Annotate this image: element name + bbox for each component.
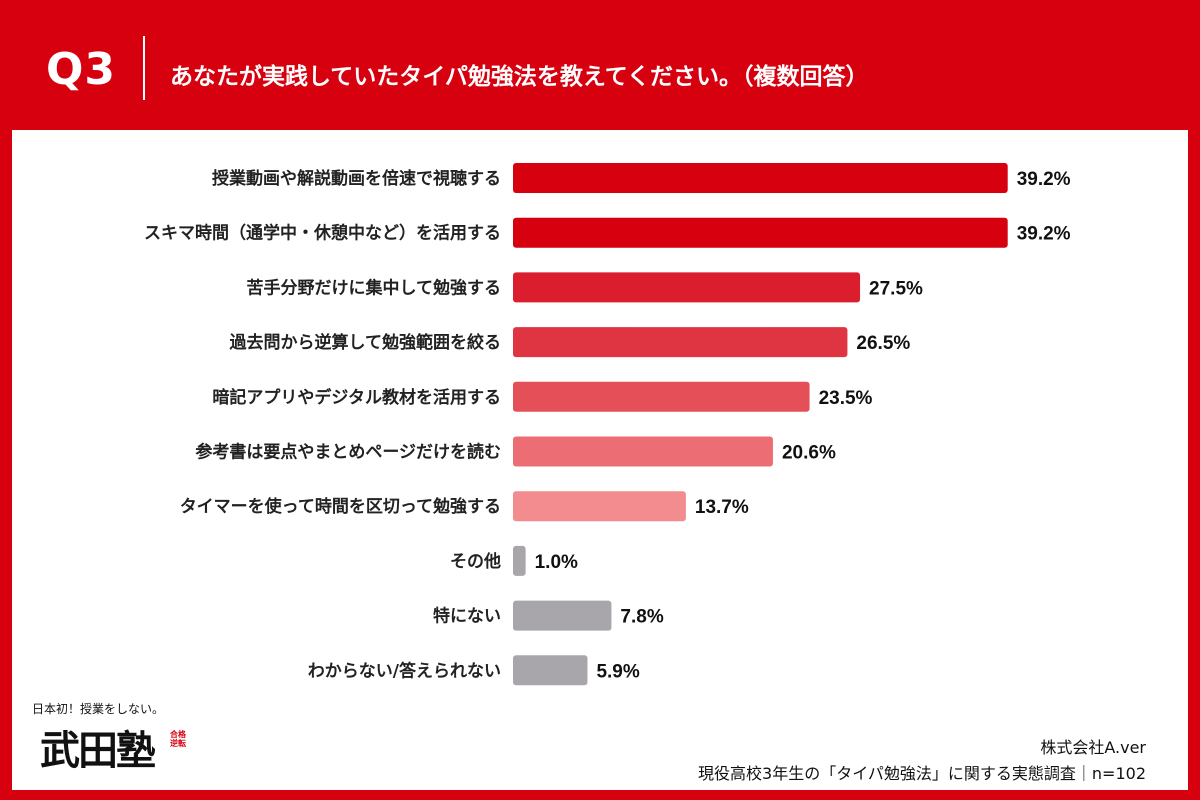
bar-chart: 授業動画や解説動画を倍速で視聴する 39.2% スキマ時間（通学中・休憩中など）を活…: [144, 163, 1071, 686]
bar: [513, 272, 861, 303]
value-label: 39.2%: [1017, 169, 1071, 190]
value-label: 23.5%: [819, 388, 873, 409]
category-label: 苦手分野だけに集中して勉強する: [247, 277, 502, 298]
bar: [513, 327, 848, 358]
value-label: 7.8%: [620, 607, 663, 628]
footer-company: 株式会社A.ver: [1040, 738, 1146, 757]
logo-name: 武田塾: [40, 727, 156, 774]
value-label: 5.9%: [596, 661, 639, 682]
value-label: 27.5%: [869, 278, 923, 299]
footer-source: 現役高校3年生の「タイパ勉強法」に関する実態調査｜n=102: [698, 764, 1146, 783]
takeda-juku-logo: 日本初！授業をしない。 武田塾 合格逆転: [32, 700, 202, 780]
bar: [513, 545, 526, 576]
bar: [513, 217, 1008, 248]
header-band: Q3 あなたが実践していたタイパ勉強法を教えてください。（複数回答）: [0, 0, 1200, 130]
category-label: 授業動画や解説動画を倍速で視聴する: [212, 168, 501, 189]
value-label: 13.7%: [695, 497, 749, 518]
question-number: Q3: [46, 44, 117, 95]
value-label: 26.5%: [856, 333, 910, 354]
chart-panel: 授業動画や解説動画を倍速で視聴する 39.2% スキマ時間（通学中・休憩中など）を活…: [12, 130, 1188, 790]
bar: [513, 600, 612, 631]
value-label: 39.2%: [1017, 224, 1071, 245]
bar: [513, 381, 810, 412]
value-label: 20.6%: [782, 443, 836, 464]
bar: [513, 436, 773, 467]
question-title: あなたが実践していたタイパ勉強法を教えてください。（複数回答）: [170, 64, 869, 90]
category-label: スキマ時間（通学中・休憩中など）を活用する: [144, 223, 501, 244]
category-label: タイマーを使って時間を区切って勉強する: [180, 496, 501, 517]
bar: [513, 491, 686, 522]
value-label: 1.0%: [535, 552, 578, 573]
category-label: わからない/答えられない: [308, 660, 501, 681]
category-label: 参考書は要点やまとめページだけを読む: [195, 442, 501, 463]
bar: [513, 655, 588, 686]
bar: [513, 163, 1008, 193]
category-label: 過去問から逆算して勉強範囲を絞る: [230, 332, 502, 353]
header-divider: [143, 36, 145, 100]
category-label: 特にない: [433, 606, 501, 627]
logo-sub: 合格逆転: [170, 730, 186, 748]
logo-tagline: 日本初！授業をしない。: [32, 702, 165, 716]
category-label: その他: [450, 551, 501, 572]
category-label: 暗記アプリやデジタル教材を活用する: [212, 387, 501, 408]
